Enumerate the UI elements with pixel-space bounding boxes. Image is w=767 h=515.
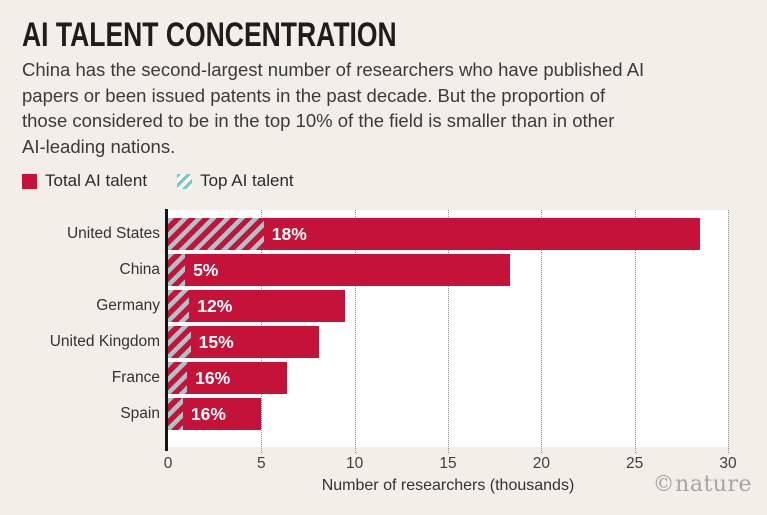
- country-label: Germany: [96, 297, 160, 314]
- total-talent-swatch-icon: [22, 173, 37, 189]
- total-talent-bar: 16%: [168, 362, 288, 394]
- x-tick-label: 0: [163, 455, 173, 472]
- bar-value-label: 16%: [195, 368, 231, 388]
- chart-description: China has the second-largest number of r…: [22, 59, 645, 157]
- x-tick-label: 30: [719, 455, 737, 472]
- gridline: [634, 210, 636, 453]
- country-label: France: [111, 369, 160, 386]
- legend-item-top: Top AI talent: [177, 171, 294, 191]
- country-label: China: [119, 261, 161, 278]
- top-talent-hatch: [168, 290, 190, 322]
- x-tick-label: 25: [626, 455, 644, 472]
- legend-label-total: Total AI talent: [45, 171, 148, 190]
- total-talent-bar: 12%: [168, 290, 346, 322]
- top-talent-hatch: [168, 326, 191, 358]
- x-tick-label: 10: [346, 455, 364, 472]
- bar-value-label: 16%: [190, 404, 226, 424]
- top-talent-swatch-icon: [177, 173, 193, 189]
- total-talent-bar: 15%: [168, 326, 320, 358]
- gridline: [541, 210, 543, 453]
- total-talent-bar: 18%: [168, 218, 700, 250]
- plot-area: 18% 5% 12% 15% 16% 16%: [165, 209, 729, 453]
- gridline: [448, 210, 449, 453]
- legend-label-top: Top AI talent: [200, 171, 294, 190]
- bar-value-label: 12%: [197, 296, 233, 316]
- y-axis-line: [165, 209, 168, 451]
- gridline: [728, 210, 729, 453]
- total-talent-bar: 16%: [168, 398, 262, 430]
- chart-title: AI TALENT CONCENTRATION: [22, 16, 397, 54]
- bar-value-label: 5%: [193, 260, 219, 280]
- top-talent-hatch: [168, 254, 186, 286]
- x-tick-label: 15: [439, 455, 457, 472]
- top-talent-hatch: [168, 218, 264, 250]
- country-label: United States: [66, 225, 160, 242]
- bar-value-label: 18%: [271, 224, 307, 244]
- legend: Total AI talent Top AI talent: [22, 171, 294, 191]
- x-axis-label: Number of researchers (thousands): [321, 477, 575, 494]
- bar-chart: 18% 5% 12% 15% 16% 16% United States China Germ…: [0, 209, 767, 510]
- country-label: Spain: [120, 405, 160, 422]
- total-talent-bar: 5%: [168, 254, 510, 286]
- nature-watermark: ©nature: [652, 472, 752, 497]
- bar-value-label: 15%: [198, 332, 234, 352]
- top-talent-hatch: [168, 398, 183, 430]
- country-label: United Kingdom: [49, 333, 160, 350]
- x-tick-label: 5: [257, 455, 266, 472]
- gridline: [354, 210, 356, 453]
- top-talent-hatch: [168, 362, 188, 394]
- legend-item-total: Total AI talent: [22, 171, 147, 191]
- x-tick-label: 20: [532, 455, 550, 472]
